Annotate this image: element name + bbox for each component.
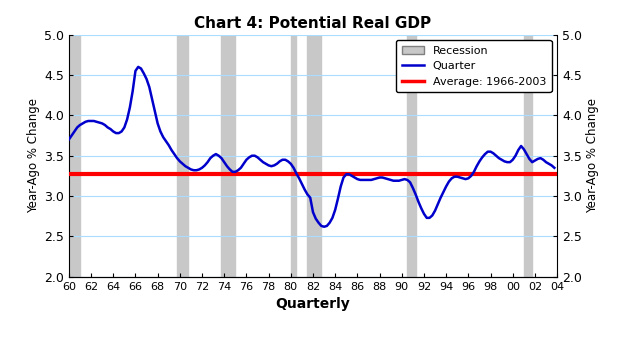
- Bar: [408, 35, 416, 277]
- Bar: [291, 35, 296, 277]
- Bar: [69, 35, 80, 277]
- Bar: [177, 35, 188, 277]
- Bar: [307, 35, 321, 277]
- Y-axis label: Year-Ago % Change: Year-Ago % Change: [586, 98, 599, 213]
- Legend: Recession, Quarter, Average: 1966-2003: Recession, Quarter, Average: 1966-2003: [396, 40, 552, 92]
- X-axis label: Quarterly: Quarterly: [275, 297, 351, 311]
- Title: Chart 4: Potential Real GDP: Chart 4: Potential Real GDP: [195, 16, 431, 31]
- Bar: [222, 35, 235, 277]
- Bar: [524, 35, 532, 277]
- Y-axis label: Year-Ago % Change: Year-Ago % Change: [27, 98, 40, 213]
